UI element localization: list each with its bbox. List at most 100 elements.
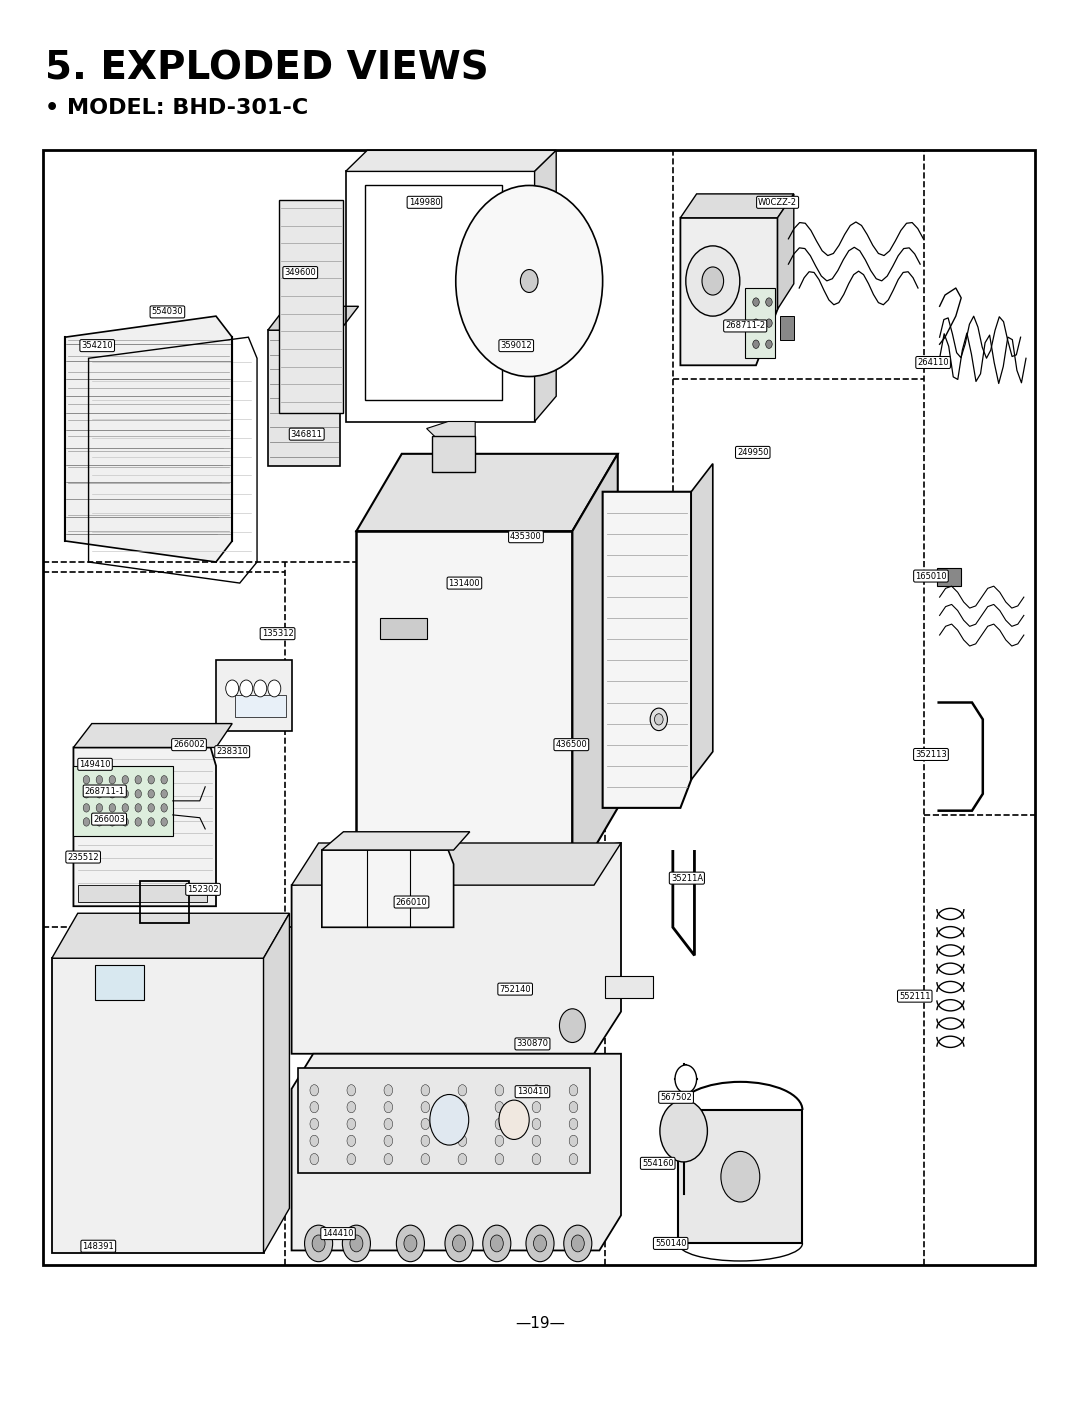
Circle shape — [83, 818, 90, 826]
Text: 552111: 552111 — [899, 992, 931, 1000]
Circle shape — [532, 1135, 541, 1146]
Circle shape — [404, 1235, 417, 1252]
Circle shape — [534, 1235, 546, 1252]
Circle shape — [148, 776, 154, 784]
Circle shape — [526, 1225, 554, 1262]
Polygon shape — [235, 695, 286, 717]
Circle shape — [350, 1235, 363, 1252]
Circle shape — [753, 319, 759, 327]
Polygon shape — [322, 850, 454, 927]
Circle shape — [421, 1135, 430, 1146]
Polygon shape — [52, 913, 289, 958]
Polygon shape — [73, 747, 216, 906]
Polygon shape — [264, 913, 289, 1253]
Text: 346811: 346811 — [291, 430, 323, 438]
Polygon shape — [678, 1110, 802, 1243]
Text: 266003: 266003 — [93, 815, 125, 823]
Text: 238310: 238310 — [216, 747, 248, 756]
Text: 359012: 359012 — [500, 341, 532, 350]
Polygon shape — [292, 843, 621, 1054]
Circle shape — [384, 1154, 393, 1165]
Circle shape — [122, 790, 129, 798]
Circle shape — [83, 804, 90, 812]
Circle shape — [96, 776, 103, 784]
Text: 165010: 165010 — [915, 572, 947, 580]
Circle shape — [421, 1085, 430, 1096]
Circle shape — [753, 340, 759, 348]
Circle shape — [109, 790, 116, 798]
Circle shape — [109, 804, 116, 812]
Circle shape — [396, 1225, 424, 1262]
Circle shape — [109, 818, 116, 826]
Circle shape — [458, 1135, 467, 1146]
Circle shape — [650, 708, 667, 731]
Circle shape — [310, 1135, 319, 1146]
Circle shape — [569, 1118, 578, 1130]
Circle shape — [135, 776, 141, 784]
Circle shape — [384, 1135, 393, 1146]
Text: 135312: 135312 — [261, 629, 294, 638]
Circle shape — [483, 1225, 511, 1262]
Polygon shape — [216, 660, 292, 731]
Circle shape — [421, 1154, 430, 1165]
Circle shape — [753, 298, 759, 306]
Polygon shape — [346, 150, 556, 171]
Text: 149410: 149410 — [79, 760, 111, 769]
Circle shape — [569, 1102, 578, 1113]
Circle shape — [456, 185, 603, 377]
Polygon shape — [780, 316, 794, 340]
Circle shape — [495, 1085, 503, 1096]
Circle shape — [96, 818, 103, 826]
Circle shape — [96, 790, 103, 798]
Text: 144410: 144410 — [322, 1229, 354, 1238]
Circle shape — [226, 680, 239, 697]
Text: 149980: 149980 — [408, 198, 441, 207]
Circle shape — [495, 1118, 503, 1130]
Circle shape — [569, 1135, 578, 1146]
Circle shape — [109, 776, 116, 784]
Text: 249950: 249950 — [737, 448, 769, 457]
Circle shape — [347, 1154, 355, 1165]
Text: 264110: 264110 — [917, 358, 949, 367]
Polygon shape — [680, 194, 794, 218]
Circle shape — [430, 1094, 469, 1145]
Circle shape — [458, 1118, 467, 1130]
Polygon shape — [292, 843, 621, 885]
Circle shape — [495, 1154, 503, 1165]
Circle shape — [766, 340, 772, 348]
Circle shape — [532, 1118, 541, 1130]
Circle shape — [532, 1154, 541, 1165]
Polygon shape — [356, 531, 572, 885]
Circle shape — [161, 790, 167, 798]
Circle shape — [458, 1102, 467, 1113]
Circle shape — [660, 1100, 707, 1162]
Circle shape — [148, 790, 154, 798]
Polygon shape — [427, 422, 475, 450]
Circle shape — [310, 1154, 319, 1165]
Text: 554030: 554030 — [151, 308, 184, 316]
Circle shape — [148, 804, 154, 812]
Circle shape — [766, 319, 772, 327]
Circle shape — [453, 1235, 465, 1252]
Circle shape — [83, 790, 90, 798]
Text: 152302: 152302 — [187, 885, 219, 894]
Polygon shape — [78, 885, 207, 902]
Circle shape — [384, 1102, 393, 1113]
Circle shape — [499, 1100, 529, 1139]
Text: 752140: 752140 — [499, 985, 531, 993]
Text: —19—: —19— — [515, 1316, 565, 1331]
Text: 35211A: 35211A — [671, 874, 703, 882]
Polygon shape — [432, 436, 475, 472]
Circle shape — [240, 680, 253, 697]
Circle shape — [347, 1135, 355, 1146]
Text: 131400: 131400 — [448, 579, 481, 587]
Circle shape — [421, 1102, 430, 1113]
Text: 349600: 349600 — [284, 268, 316, 277]
Circle shape — [458, 1085, 467, 1096]
Text: 148391: 148391 — [82, 1242, 114, 1250]
Polygon shape — [937, 568, 961, 586]
Circle shape — [702, 267, 724, 295]
Circle shape — [721, 1152, 760, 1201]
Circle shape — [347, 1118, 355, 1130]
Polygon shape — [268, 330, 340, 466]
